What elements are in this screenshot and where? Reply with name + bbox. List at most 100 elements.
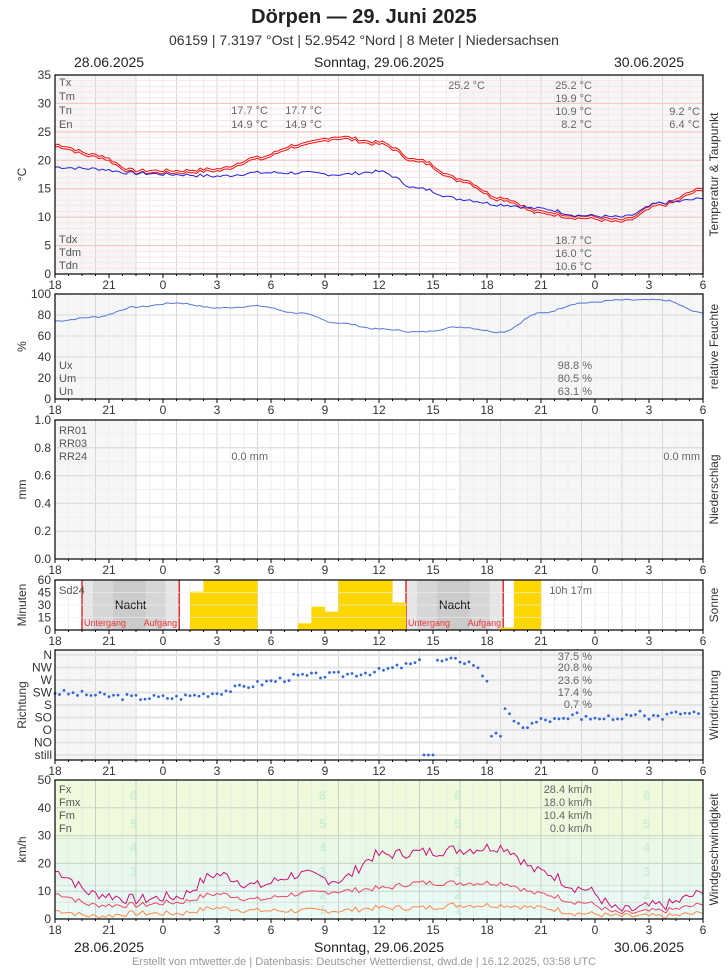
sun-bar — [500, 627, 514, 630]
svg-text:21: 21 — [102, 923, 116, 937]
svg-text:6: 6 — [130, 788, 137, 803]
svg-text:100: 100 — [31, 287, 51, 301]
svg-text:3: 3 — [646, 278, 653, 292]
svg-text:Tx: Tx — [59, 77, 72, 89]
svg-text:O: O — [43, 723, 52, 737]
svg-text:4: 4 — [643, 840, 651, 855]
svg-text:0: 0 — [160, 634, 167, 648]
svg-text:Un: Un — [59, 386, 73, 398]
temperature-side-label: Temperatur & Taupunkt — [707, 112, 721, 237]
svg-text:1: 1 — [454, 902, 461, 917]
svg-text:21: 21 — [102, 403, 116, 417]
date-center-top: Sonntag, 29.06.2025 — [314, 54, 445, 70]
svg-text:28.4 km/h: 28.4 km/h — [544, 784, 592, 796]
svg-text:45: 45 — [38, 586, 52, 600]
svg-text:Um: Um — [59, 373, 76, 385]
svg-text:0: 0 — [160, 278, 167, 292]
svg-text:18: 18 — [48, 923, 62, 937]
svg-text:12: 12 — [372, 278, 386, 292]
series-fx — [54, 843, 704, 912]
svg-text:NO: NO — [34, 736, 52, 750]
svg-text:0: 0 — [592, 634, 599, 648]
date-right-top: 30.06.2025 — [614, 54, 685, 70]
svg-text:9: 9 — [322, 403, 329, 417]
svg-text:16.0 °C: 16.0 °C — [555, 248, 592, 260]
svg-text:15: 15 — [426, 764, 440, 778]
svg-text:3: 3 — [214, 278, 221, 292]
station-info: 06159 | 7.3197 °Ost | 52.9542 °Nord | 8 … — [169, 32, 559, 48]
sun-bar — [392, 602, 406, 630]
svg-text:21: 21 — [102, 634, 116, 648]
svg-text:63.1 %: 63.1 % — [558, 386, 592, 398]
svg-text:Fmx: Fmx — [59, 797, 81, 809]
svg-text:15: 15 — [426, 278, 440, 292]
svg-text:80: 80 — [38, 308, 52, 322]
svg-text:2: 2 — [643, 887, 650, 902]
svg-text:0: 0 — [592, 278, 599, 292]
svg-text:10h 17m: 10h 17m — [549, 585, 592, 597]
svg-text:Aufgang: Aufgang — [468, 618, 502, 628]
svg-text:0: 0 — [592, 923, 599, 937]
svg-text:0: 0 — [160, 403, 167, 417]
svg-text:9: 9 — [322, 278, 329, 292]
svg-text:15: 15 — [38, 611, 52, 625]
wind_direction-panel: 18 21 0 3 6 9 12 15 18 21 0 3 6 Windrichtung Richtung s… — [15, 648, 721, 778]
svg-text:3: 3 — [646, 764, 653, 778]
precipitation-panel: 18 21 0 3 6 9 12 15 18 21 0 3 6 Niederschlag mm 0.0 0.2 0… — [15, 413, 721, 577]
svg-text:8.2 °C: 8.2 °C — [561, 119, 592, 131]
svg-text:0: 0 — [592, 563, 599, 577]
wind_direction-y-label: Richtung — [15, 681, 29, 728]
svg-text:17.7 °C: 17.7 °C — [231, 105, 268, 117]
svg-text:0: 0 — [160, 923, 167, 937]
svg-text:SW: SW — [33, 686, 53, 700]
wind_speed-y-label: km/h — [15, 836, 29, 862]
svg-text:6: 6 — [268, 634, 275, 648]
svg-text:5: 5 — [643, 816, 650, 831]
svg-text:0.7 %: 0.7 % — [564, 699, 592, 711]
svg-text:20: 20 — [38, 856, 52, 870]
svg-text:15: 15 — [426, 634, 440, 648]
svg-text:Tdx: Tdx — [59, 234, 78, 246]
svg-text:4: 4 — [130, 840, 138, 855]
svg-text:15: 15 — [38, 182, 52, 196]
series-humidity — [54, 298, 704, 334]
svg-text:5: 5 — [454, 816, 461, 831]
svg-text:20: 20 — [38, 153, 52, 167]
svg-text:Untergang: Untergang — [408, 618, 450, 628]
precipitation-side-label: Niederschlag — [707, 454, 721, 524]
svg-text:3: 3 — [214, 923, 221, 937]
svg-text:0.0 mm: 0.0 mm — [231, 451, 268, 463]
svg-text:30: 30 — [38, 598, 52, 612]
svg-text:18: 18 — [48, 403, 62, 417]
svg-text:S: S — [44, 698, 52, 712]
svg-text:21: 21 — [102, 563, 116, 577]
svg-text:14.9 °C: 14.9 °C — [285, 119, 322, 131]
svg-text:3: 3 — [646, 923, 653, 937]
svg-text:0: 0 — [160, 563, 167, 577]
svg-text:0: 0 — [160, 764, 167, 778]
svg-text:0.4: 0.4 — [34, 496, 51, 510]
svg-text:17.7 °C: 17.7 °C — [285, 105, 322, 117]
footer-credits: Erstellt von mtwetter.de | Datenbasis: D… — [131, 956, 597, 968]
svg-text:RR03: RR03 — [59, 438, 87, 450]
svg-text:3: 3 — [214, 403, 221, 417]
svg-text:50: 50 — [38, 773, 52, 787]
page-title: Dörpen — 29. Juni 2025 — [251, 6, 477, 28]
svg-text:3: 3 — [646, 403, 653, 417]
svg-text:1.0: 1.0 — [34, 413, 51, 427]
svg-text:3: 3 — [214, 634, 221, 648]
svg-text:20.8 %: 20.8 % — [558, 662, 592, 674]
svg-text:18.7 °C: 18.7 °C — [555, 235, 592, 247]
svg-text:6: 6 — [643, 788, 650, 803]
series-fn — [54, 902, 704, 920]
svg-text:14.9 °C: 14.9 °C — [231, 119, 268, 131]
svg-text:9: 9 — [322, 634, 329, 648]
svg-text:5: 5 — [130, 816, 137, 831]
svg-text:0: 0 — [44, 623, 51, 637]
svg-text:12: 12 — [372, 634, 386, 648]
svg-text:6: 6 — [268, 764, 275, 778]
svg-text:3: 3 — [643, 864, 650, 879]
svg-text:Fx: Fx — [59, 784, 72, 796]
svg-text:25.2 °C: 25.2 °C — [555, 80, 592, 92]
series-taupunkt — [54, 166, 704, 219]
